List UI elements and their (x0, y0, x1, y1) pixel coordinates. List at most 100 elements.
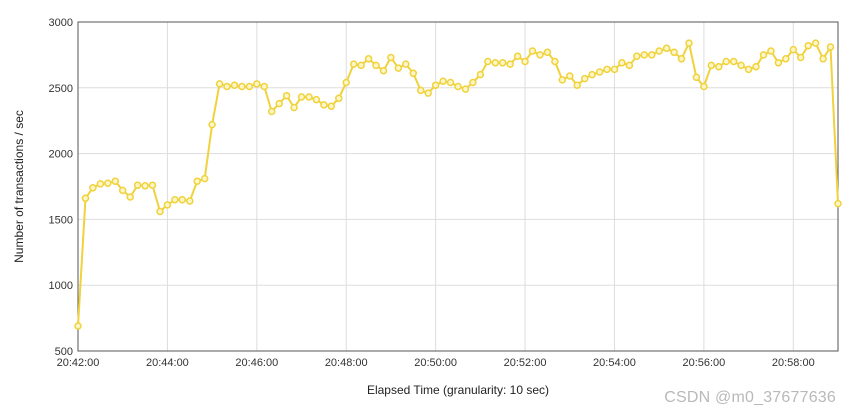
data-point (141, 182, 149, 190)
data-point (461, 85, 470, 93)
data-point (513, 52, 522, 60)
data-point (759, 51, 768, 59)
x-tick-label: 20:50:00 (414, 357, 457, 369)
data-point (588, 70, 596, 79)
x-tick-label: 20:48:00 (325, 357, 368, 369)
data-point (312, 95, 321, 104)
data-point (253, 80, 261, 88)
data-point (789, 45, 798, 54)
data-point (223, 82, 231, 91)
data-point (551, 57, 559, 66)
data-point (469, 78, 477, 87)
data-point (476, 70, 485, 79)
data-point (521, 57, 529, 66)
data-point (692, 73, 701, 82)
data-point (424, 89, 432, 97)
y-tick-label: 2000 (49, 149, 73, 161)
data-point (834, 199, 842, 208)
data-point (416, 86, 425, 95)
data-point (327, 102, 336, 110)
data-point (409, 69, 418, 78)
x-tick-label: 20:56:00 (682, 357, 725, 369)
data-point (305, 93, 313, 101)
data-point (528, 47, 537, 55)
data-point (774, 59, 783, 67)
data-point (290, 103, 298, 112)
y-axis-ticks: 500 1000 1500 2000 2500 3000 (49, 17, 73, 358)
data-point (506, 60, 514, 68)
data-point (275, 99, 283, 108)
data-point (148, 181, 157, 189)
data-point (484, 57, 492, 66)
data-point (729, 57, 738, 66)
data-point (245, 82, 254, 91)
y-tick-label: 3000 (49, 17, 73, 29)
data-point (364, 55, 373, 63)
data-point (796, 53, 805, 62)
data-point (700, 82, 708, 91)
data-point (819, 55, 827, 63)
data-point (610, 65, 619, 74)
data-point (804, 41, 812, 50)
data-point (230, 81, 239, 89)
data-point (171, 195, 179, 204)
data-point (96, 180, 105, 188)
data-point (282, 91, 291, 100)
data-point (439, 77, 447, 85)
data-point (133, 181, 142, 189)
data-point (126, 193, 134, 201)
data-point (111, 177, 120, 185)
data-point (685, 39, 693, 47)
data-point (811, 39, 820, 47)
data-point (178, 195, 187, 204)
data-point (260, 82, 269, 91)
data-point (580, 74, 589, 83)
grid-lines (77, 21, 838, 352)
data-point (81, 194, 90, 203)
data-points (74, 39, 842, 330)
data-point (677, 55, 686, 63)
y-axis-title: Number of transactions / sec (12, 110, 26, 263)
x-axis-title: Elapsed Time (granularity: 10 sec) (367, 383, 549, 397)
data-point (349, 60, 358, 68)
data-point (431, 81, 440, 89)
watermark: CSDN @m0_37677636 (664, 389, 836, 406)
data-point (379, 66, 388, 75)
data-point (163, 201, 172, 209)
data-point (767, 47, 775, 55)
data-point (402, 60, 410, 68)
data-point (297, 93, 306, 101)
x-tick-label: 20:58:00 (772, 357, 815, 369)
y-tick-label: 1000 (49, 280, 73, 292)
data-point (752, 62, 760, 71)
data-point (640, 51, 649, 59)
data-point (156, 207, 164, 216)
data-point (543, 48, 552, 57)
x-axis-ticks: 20:42:00 20:44:00 20:46:00 20:48:00 20:50:00… (57, 357, 815, 369)
data-point (215, 80, 224, 88)
data-point (454, 82, 462, 91)
data-point (558, 76, 567, 84)
data-point (208, 120, 216, 129)
data-point (104, 179, 112, 187)
data-point (826, 43, 835, 51)
data-point (267, 107, 276, 116)
data-point (335, 94, 343, 103)
y-tick-label: 2500 (49, 83, 73, 95)
x-tick-label: 20:52:00 (504, 357, 547, 369)
data-point (595, 68, 604, 76)
data-point (186, 197, 194, 205)
data-point (491, 59, 500, 67)
data-point (633, 52, 641, 60)
data-point (342, 78, 350, 87)
data-point (625, 61, 634, 70)
data-point (573, 81, 581, 89)
data-point (603, 65, 611, 74)
data-point (707, 61, 716, 70)
data-point (238, 82, 246, 91)
data-point (647, 51, 656, 59)
data-point (446, 78, 455, 87)
data-point (74, 322, 82, 330)
data-point (372, 61, 380, 70)
